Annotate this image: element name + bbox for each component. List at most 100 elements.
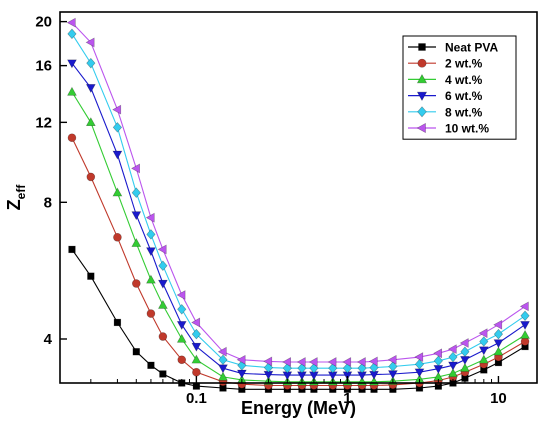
data-point — [67, 86, 77, 96]
data-point — [87, 272, 95, 280]
data-point — [218, 371, 228, 381]
data-point — [308, 357, 318, 367]
data-point — [356, 357, 366, 367]
data-point — [479, 336, 489, 347]
data-point — [218, 364, 228, 374]
series-6-wt — [67, 59, 530, 381]
data-point — [519, 301, 529, 312]
data-point — [520, 329, 530, 339]
data-point — [192, 367, 201, 377]
data-point — [478, 354, 489, 364]
legend-label: 4 wt.% — [445, 73, 483, 87]
legend-item: Neat PVA — [408, 41, 498, 55]
data-point — [85, 117, 96, 127]
data-point — [176, 333, 187, 343]
data-point — [448, 361, 458, 371]
y-tick-label: 4 — [44, 331, 53, 348]
data-point — [433, 355, 443, 367]
legend-marker — [417, 58, 427, 68]
y-axis-title-subscript: eff — [14, 184, 28, 200]
data-point — [520, 310, 530, 322]
data-point — [460, 362, 470, 372]
data-point — [388, 361, 398, 372]
data-point — [191, 317, 201, 328]
data-point — [158, 260, 168, 272]
data-point — [342, 357, 352, 367]
data-point — [131, 187, 141, 198]
data-point — [493, 328, 504, 340]
legend-marker — [416, 73, 428, 84]
data-point — [309, 362, 319, 374]
data-point — [263, 356, 273, 367]
legend-item: 8 wt.% — [408, 105, 483, 119]
data-point — [520, 321, 530, 330]
y-tick-label: 16 — [35, 58, 52, 75]
data-point — [460, 346, 470, 358]
y-tick-label: 12 — [35, 114, 52, 131]
legend-label: 2 wt.% — [445, 57, 483, 71]
data-point — [85, 84, 96, 94]
legend-label: Neat PVA — [445, 41, 498, 55]
series-8-wt — [67, 28, 530, 374]
data-point — [327, 357, 337, 367]
data-point — [478, 328, 488, 339]
data-point — [157, 279, 168, 289]
data-point — [369, 362, 379, 373]
axis-ticks: 0.1 1 10 4 8 12 16 20 — [35, 14, 506, 407]
data-point — [67, 133, 77, 143]
data-point — [191, 354, 202, 364]
data-point — [414, 352, 424, 362]
data-point — [297, 362, 307, 374]
data-point — [493, 319, 503, 330]
data-point — [112, 122, 123, 133]
data-point — [282, 357, 291, 367]
legend-label: 10 wt.% — [445, 122, 489, 136]
legend-item: 10 wt.% — [408, 122, 489, 136]
data-point — [448, 351, 458, 363]
data-point — [296, 357, 306, 367]
data-point — [112, 187, 123, 197]
data-point — [86, 57, 96, 69]
data-point — [132, 279, 141, 288]
data-point — [191, 328, 201, 340]
legend-marker — [418, 43, 426, 51]
data-point — [131, 238, 142, 247]
data-point — [113, 318, 122, 327]
legend: Neat PVA 2 wt.% 4 wt.% 6 wt.% 8 wt.% 10 wt.% — [402, 35, 517, 140]
data-point — [85, 37, 95, 48]
data-point — [414, 358, 425, 370]
series-line — [71, 62, 526, 376]
data-point — [67, 59, 77, 69]
data-point — [146, 247, 156, 257]
x-axis-title: Energy (MeV) — [241, 398, 356, 418]
legend-label: 6 wt.% — [445, 89, 483, 103]
data-point — [159, 370, 167, 378]
data-point — [493, 339, 504, 349]
x-tick-label: 1 — [343, 390, 351, 407]
legend-item: 2 wt.% — [408, 57, 483, 71]
data-point — [158, 332, 168, 341]
plot-frame — [59, 11, 538, 384]
data-point — [460, 356, 470, 366]
data-point — [113, 232, 122, 242]
data-point — [459, 338, 469, 348]
data-point — [447, 344, 457, 355]
data-point — [157, 244, 167, 255]
legend-label: 8 wt.% — [445, 105, 483, 119]
data-point — [368, 356, 378, 367]
data-point — [67, 28, 77, 40]
data-point — [145, 212, 155, 223]
data-point — [68, 245, 76, 254]
y-axis-title-main: Z — [4, 199, 24, 210]
data-point — [328, 362, 338, 374]
data-point — [177, 304, 187, 315]
x-tick-label: 0.1 — [186, 390, 207, 407]
legend-item: 6 wt.% — [408, 89, 483, 103]
data-point — [86, 172, 96, 182]
data-point — [112, 150, 123, 160]
legend-marker — [417, 106, 427, 118]
data-point — [177, 355, 187, 365]
data-point — [146, 229, 156, 240]
data-point — [387, 354, 397, 365]
